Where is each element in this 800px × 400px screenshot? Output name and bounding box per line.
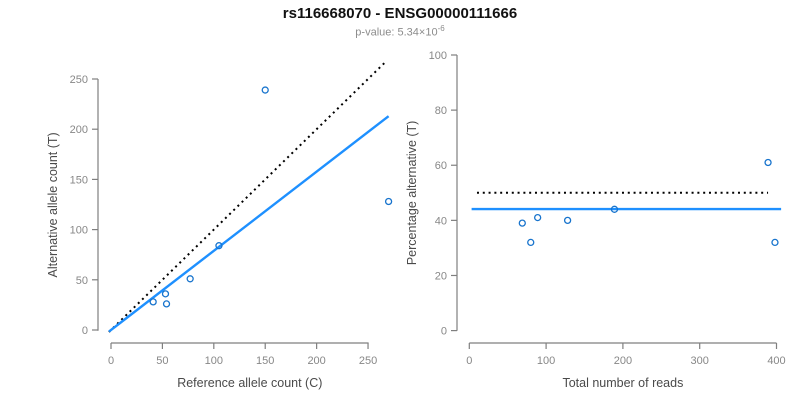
page-title: rs116668070 - ENSG00000111666 — [282, 5, 518, 22]
points — [518, 158, 779, 247]
y-tick-label: 100 — [70, 225, 88, 237]
data-point — [771, 238, 779, 247]
data-point — [261, 86, 269, 94]
y-tick-label: 200 — [70, 124, 88, 136]
data-point — [527, 238, 535, 247]
data-point — [518, 219, 526, 227]
identity-line — [108, 61, 387, 333]
y-tick-label: 20 — [435, 270, 447, 282]
points — [149, 86, 393, 308]
x-tick-label: 200 — [307, 355, 325, 367]
pvalue-subtitle: p-value: 5.34×10-6 — [0, 24, 800, 39]
y-tick-label: 40 — [435, 215, 447, 227]
axes — [451, 54, 778, 349]
x-tick-label: 300 — [691, 355, 709, 367]
pvalue-text: p-value: 5.34×10 — [355, 26, 438, 39]
y-axis-title: Percentage alternative (T) — [405, 121, 419, 266]
y-tick-label: 50 — [76, 275, 88, 287]
data-point — [610, 205, 619, 213]
data-point — [534, 213, 542, 222]
x-tick-label: 0 — [108, 355, 114, 367]
y-tick-label: 80 — [435, 105, 447, 117]
x-tick-label: 400 — [767, 355, 785, 367]
y-tick-label: 60 — [435, 160, 447, 172]
y-tick-label: 0 — [441, 326, 447, 338]
right-plot: 0 100 200 300 400 0 20 40 60 80 100 Total number of… — [405, 50, 786, 390]
data-point — [215, 242, 223, 250]
tick-labels: 0 100 200 300 400 0 20 40 60 80 100 — [429, 50, 786, 367]
data-point — [162, 300, 171, 308]
y-tick-label: 250 — [70, 74, 88, 86]
axes — [92, 78, 369, 349]
regression-line — [108, 115, 390, 333]
y-axis-title: Alternative allele count (T) — [46, 132, 60, 277]
data-point — [149, 298, 157, 306]
data-point — [384, 197, 393, 206]
x-axis-title: Reference allele count (C) — [177, 376, 322, 390]
data-point — [186, 275, 194, 283]
x-tick-label: 200 — [614, 355, 632, 367]
y-tick-label: 100 — [429, 50, 447, 62]
x-tick-label: 100 — [537, 355, 555, 367]
tick-labels: 0 50 100 150 200 250 0 50 100 150 200 250 — [70, 74, 378, 367]
data-point — [764, 158, 772, 167]
x-tick-label: 250 — [359, 355, 377, 367]
x-axis-title: Total number of reads — [562, 376, 683, 390]
y-tick-label: 0 — [82, 325, 88, 337]
x-tick-label: 0 — [466, 355, 472, 367]
y-tick-label: 150 — [70, 174, 88, 186]
pvalue-exponent: -6 — [437, 24, 445, 33]
x-tick-label: 150 — [256, 355, 274, 367]
x-tick-label: 100 — [205, 355, 223, 367]
data-point — [563, 216, 572, 225]
left-plot: 0 50 100 150 200 250 0 50 100 150 200 250 Reference … — [46, 61, 393, 390]
data-point — [161, 290, 170, 298]
x-tick-label: 50 — [156, 355, 168, 367]
